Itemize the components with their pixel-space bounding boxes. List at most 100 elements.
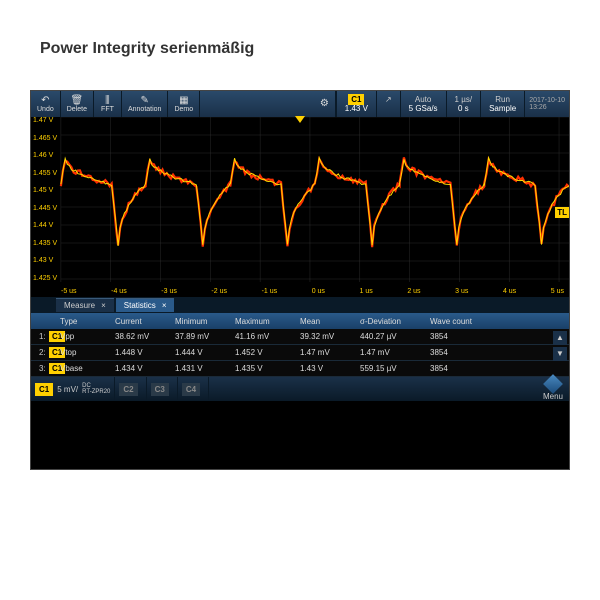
scroll-down-button[interactable]: ▼ bbox=[553, 347, 567, 361]
table-row[interactable]: 2: C1 Vtop 1.448 V 1.444 V 1.452 V 1.47 … bbox=[31, 345, 569, 361]
run-panel[interactable]: Run Sample bbox=[480, 91, 524, 117]
date-text: 2017-10-10 bbox=[529, 97, 565, 104]
demo-icon: ▦ bbox=[179, 96, 188, 106]
trigger-level: 1.43 V bbox=[345, 104, 368, 113]
c2-label: C2 bbox=[119, 383, 137, 396]
cell-minimum: 1.444 V bbox=[171, 348, 231, 357]
tab-measure-label: Measure bbox=[64, 301, 95, 310]
settings-button[interactable]: ⚙ bbox=[314, 91, 336, 117]
c4-label: C4 bbox=[182, 383, 200, 396]
cell-maximum: 1.452 V bbox=[231, 348, 296, 357]
close-icon[interactable]: × bbox=[162, 301, 167, 310]
c1-probe: RT-ZPR20 bbox=[82, 389, 110, 395]
cell-maximum: 41.16 mV bbox=[231, 332, 296, 341]
undo-icon: ↶ bbox=[41, 96, 49, 106]
fft-button[interactable]: ⫼FFT bbox=[94, 91, 122, 117]
waveform-svg bbox=[31, 117, 569, 297]
page-title: Power Integrity serienmäßig bbox=[40, 40, 254, 58]
cell-current: 1.448 V bbox=[111, 348, 171, 357]
trigger-level-badge: TL bbox=[555, 207, 569, 218]
header-maximum: Maximum bbox=[231, 317, 296, 326]
table-scroll: ▲ ▼ bbox=[553, 331, 567, 361]
scroll-up-button[interactable]: ▲ bbox=[553, 331, 567, 345]
annotation-label: Annotation bbox=[128, 106, 161, 113]
c1-label: C1 bbox=[35, 383, 53, 396]
delete-label: Delete bbox=[67, 106, 87, 113]
acq-mode: Auto bbox=[415, 95, 431, 104]
table-row[interactable]: 1: C1 Vpp 38.62 mV 37.89 mV 41.16 mV 39.… bbox=[31, 329, 569, 345]
cell-mean: 39.32 mV bbox=[296, 332, 356, 341]
trigger-marker-icon bbox=[295, 116, 305, 123]
header-current: Current bbox=[111, 317, 171, 326]
waveform-display[interactable]: 1.47 V1.465 V1.46 V1.455 V1.45 V1.445 V1… bbox=[31, 117, 569, 297]
gear-icon: ⚙ bbox=[320, 99, 329, 109]
tab-measure[interactable]: Measure × bbox=[56, 298, 114, 312]
tab-statistics[interactable]: Statistics× bbox=[116, 298, 175, 312]
delete-button[interactable]: 🗑Delete bbox=[61, 91, 94, 117]
header-deviation: σ-Deviation bbox=[356, 317, 426, 326]
cell-type: Vpp bbox=[56, 332, 111, 341]
c3-label: C3 bbox=[151, 383, 169, 396]
c1-scale: 5 mV/ bbox=[57, 385, 78, 394]
cell-wavecount: 3854 bbox=[426, 332, 481, 341]
datetime: 2017-10-10 13:26 bbox=[524, 91, 569, 117]
row-index: 2: bbox=[35, 348, 45, 357]
header-minimum: Minimum bbox=[171, 317, 231, 326]
cell-deviation: 440.27 µV bbox=[356, 332, 426, 341]
cell-maximum: 1.435 V bbox=[231, 364, 296, 373]
sample-rate: 5 GSa/s bbox=[409, 104, 438, 113]
cell-type: Vtop bbox=[56, 348, 111, 357]
channel-c4[interactable]: C4 bbox=[178, 377, 209, 401]
x-axis-labels: -5 us-4 us-3 us-2 us-1 us0 us1 us2 us3 u… bbox=[61, 288, 564, 295]
table-row[interactable]: 3: C1 Vbase 1.434 V 1.431 V 1.435 V 1.43… bbox=[31, 361, 569, 377]
y-axis-labels: 1.47 V1.465 V1.46 V1.455 V1.45 V1.445 V1… bbox=[33, 117, 63, 282]
cell-mean: 1.43 V bbox=[296, 364, 356, 373]
acquisition-panel[interactable]: Auto 5 GSa/s bbox=[400, 91, 446, 117]
channel-c2[interactable]: C2 bbox=[115, 377, 146, 401]
acq-type: Sample bbox=[489, 104, 516, 113]
trigger-panel[interactable]: C1 1.43 V bbox=[336, 91, 376, 117]
cell-wavecount: 3854 bbox=[426, 364, 481, 373]
cell-wavecount: 3854 bbox=[426, 348, 481, 357]
demo-label: Demo bbox=[174, 106, 193, 113]
table-header: Type Current Minimum Maximum Mean σ-Devi… bbox=[31, 313, 569, 329]
row-index: 1: bbox=[35, 332, 45, 341]
oscilloscope-screen: ↶Undo 🗑Delete ⫼FFT ✎Annotation ▦Demo ⚙ C… bbox=[30, 90, 570, 470]
annotation-button[interactable]: ✎Annotation bbox=[122, 91, 168, 117]
time-text: 13:26 bbox=[529, 104, 565, 111]
pencil-icon: ✎ bbox=[141, 96, 149, 106]
measurement-table: Type Current Minimum Maximum Mean σ-Devi… bbox=[31, 313, 569, 377]
cell-minimum: 37.89 mV bbox=[171, 332, 231, 341]
cell-type: Vbase bbox=[56, 364, 111, 373]
row-index: 3: bbox=[35, 364, 45, 373]
timebase-offset: 0 s bbox=[458, 104, 469, 113]
top-toolbar: ↶Undo 🗑Delete ⫼FFT ✎Annotation ▦Demo ⚙ C… bbox=[31, 91, 569, 117]
fft-label: FFT bbox=[101, 106, 114, 113]
tab-bar: Measure × Statistics× bbox=[31, 297, 569, 313]
menu-icon bbox=[543, 374, 563, 394]
bottom-bar: C1 5 mV/ DC RT-ZPR20 C2 C3 C4 Menu bbox=[31, 377, 569, 401]
trash-icon: 🗑 bbox=[71, 96, 84, 106]
timebase-scale: 1 µs/ bbox=[455, 95, 473, 104]
edge-icon: ↗ bbox=[385, 95, 392, 104]
cell-mean: 1.47 mV bbox=[296, 348, 356, 357]
header-type: Type bbox=[56, 317, 111, 326]
close-icon[interactable]: × bbox=[101, 301, 106, 310]
demo-button[interactable]: ▦Demo bbox=[168, 91, 200, 117]
fft-icon: ⫼ bbox=[105, 96, 110, 106]
cell-deviation: 1.47 mV bbox=[356, 348, 426, 357]
cell-current: 1.434 V bbox=[111, 364, 171, 373]
undo-button[interactable]: ↶Undo bbox=[31, 91, 61, 117]
run-state: Run bbox=[495, 95, 510, 104]
cell-deviation: 559.15 µV bbox=[356, 364, 426, 373]
channel-c3[interactable]: C3 bbox=[147, 377, 178, 401]
timebase-panel[interactable]: 1 µs/ 0 s bbox=[446, 91, 481, 117]
cell-current: 38.62 mV bbox=[111, 332, 171, 341]
edge-panel[interactable]: ↗ bbox=[376, 91, 400, 117]
header-mean: Mean bbox=[296, 317, 356, 326]
menu-button[interactable]: Menu bbox=[537, 377, 569, 401]
header-wavecount: Wave count bbox=[426, 317, 481, 326]
channel-c1[interactable]: C1 5 mV/ DC RT-ZPR20 bbox=[31, 377, 115, 401]
undo-label: Undo bbox=[37, 106, 54, 113]
cell-minimum: 1.431 V bbox=[171, 364, 231, 373]
